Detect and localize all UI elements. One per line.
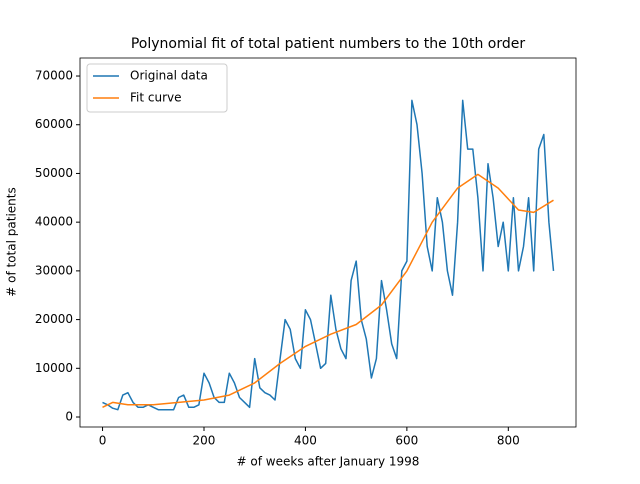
series-line: [102, 173, 554, 408]
chart-title: Polynomial fit of total patient numbers …: [131, 36, 526, 52]
x-tick-label: 200: [193, 434, 216, 448]
y-tick-label: 30000: [35, 263, 73, 277]
x-tick-label: 400: [294, 434, 317, 448]
y-tick-label: 50000: [35, 166, 73, 180]
y-tick-label: 20000: [35, 312, 73, 326]
y-axis-label: # of total patients: [5, 187, 19, 296]
y-tick-label: 60000: [35, 117, 73, 131]
y-tick-label: 70000: [35, 69, 73, 83]
x-tick-label: 600: [395, 434, 418, 448]
plot-frame: [79, 57, 577, 428]
legend-label: Original data: [130, 69, 208, 83]
x-tick-label: 800: [497, 434, 520, 448]
legend-label: Fit curve: [130, 91, 182, 105]
y-tick-label: 10000: [35, 361, 73, 375]
x-tick-label: 0: [99, 434, 107, 448]
x-axis-label: # of weeks after January 1998: [237, 455, 420, 469]
y-tick-label: 40000: [35, 215, 73, 229]
y-tick-label: 0: [65, 410, 73, 424]
legend-box: [86, 63, 228, 113]
series-line: [102, 99, 555, 411]
